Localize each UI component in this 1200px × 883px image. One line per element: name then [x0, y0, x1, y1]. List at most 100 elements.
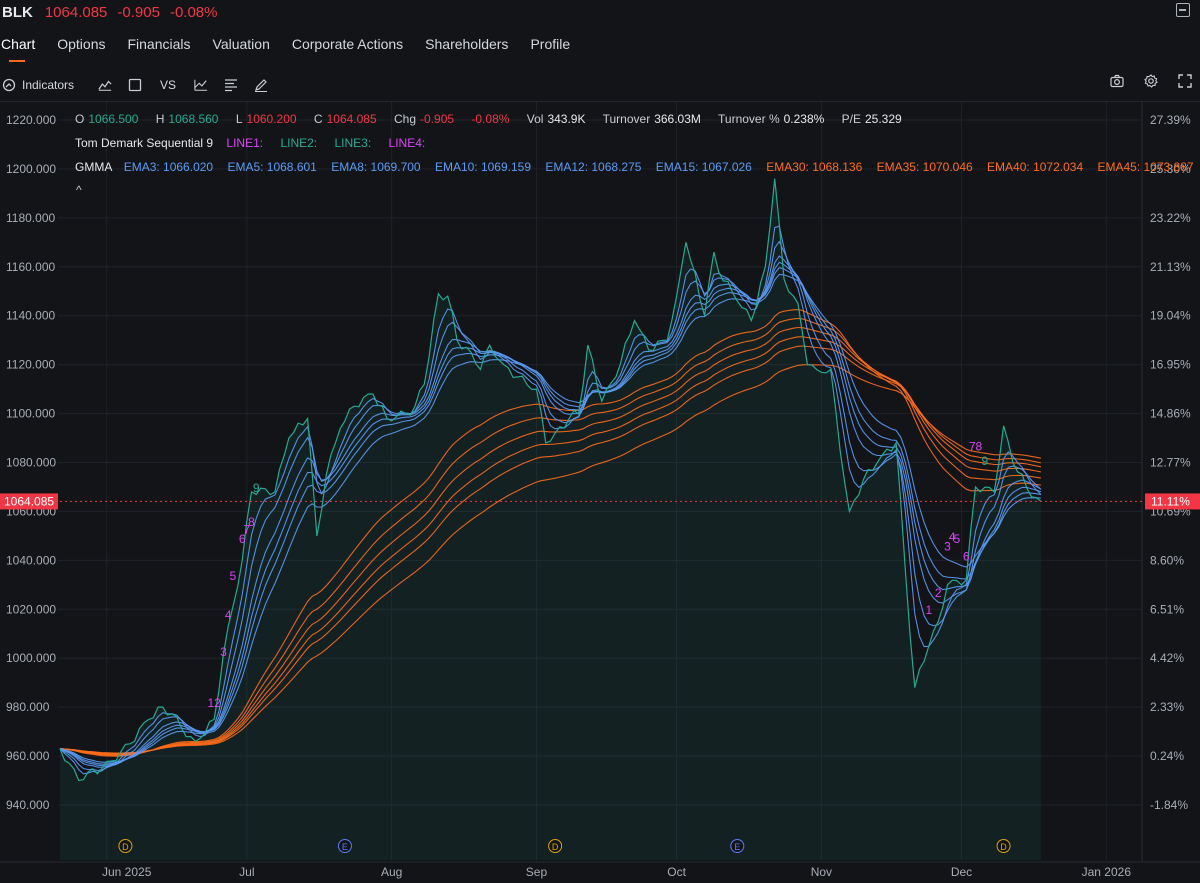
y-tick-left: 1040.000 [6, 553, 56, 567]
indicator-chart-icon [194, 79, 208, 91]
tab-chart[interactable]: Chart [1, 36, 35, 64]
td-line4: LINE4: [388, 136, 426, 150]
close-value: 1064.085 [326, 112, 377, 126]
y-tick-left: 1120.000 [6, 358, 55, 372]
y-tick-left: 1080.000 [6, 456, 56, 470]
y-tick-left: 940.000 [6, 798, 50, 812]
high-label: H [155, 112, 165, 126]
tab-valuation[interactable]: Valuation [212, 36, 270, 52]
vol-label: Vol [526, 112, 544, 126]
event-marker [548, 839, 563, 853]
pe-value: 25.329 [865, 112, 902, 126]
x-tick-label: Jan 2026 [1082, 865, 1132, 879]
indicators-button[interactable]: Indicators [2, 78, 74, 92]
y-tick-left: 1200.000 [6, 162, 56, 176]
td-legend-name: Tom Demark Sequential 9 [75, 136, 214, 150]
tab-corporate-actions[interactable]: Corporate Actions [291, 36, 404, 52]
toolbar-divider [0, 101, 1200, 102]
td-count-mark: 8 [248, 515, 255, 529]
x-tick-label: Jul [239, 865, 254, 879]
ema-long-line [59, 345, 1042, 755]
price-line [59, 178, 1042, 782]
indicators-icon [2, 78, 16, 92]
vs-label: VS [160, 78, 177, 92]
event-marker [996, 839, 1011, 853]
td-count-mark: 1 [925, 603, 932, 617]
ema-short-line [59, 255, 1042, 768]
ema-short-line [59, 273, 1041, 763]
x-tick-label: Nov [811, 865, 832, 879]
td-legend[interactable]: Tom Demark Sequential 9 LINE1: LINE2: LI… [75, 136, 429, 150]
list-icon [225, 79, 238, 92]
tab-profile[interactable]: Profile [530, 36, 571, 52]
ema-long-line [59, 364, 1042, 754]
ema35-value: EMA35: 1070.046 [876, 160, 973, 174]
collapse-legend-icon[interactable]: ^ [76, 183, 82, 197]
indicator-chart-button[interactable] [194, 78, 214, 92]
td-count-mark: 3 [944, 540, 951, 554]
vs-button[interactable]: VS [160, 78, 176, 92]
x-tick-label: Aug [381, 865, 402, 879]
quote-header: BLK 1064.085 -0.905 -0.08% [0, 0, 1200, 24]
td-count-mark: 9 [253, 481, 260, 495]
y-tick-left: 1220.000 [6, 113, 56, 127]
fullscreen-icon[interactable] [1178, 74, 1192, 88]
list-button[interactable] [224, 78, 244, 92]
open-value: 1066.500 [88, 112, 139, 126]
y-tick-left: 1100.000 [6, 407, 55, 421]
rectangle-icon [128, 78, 142, 92]
gmma-legend-name: GMMA [75, 160, 113, 174]
exit-icon[interactable] [1176, 3, 1190, 17]
y-tick-left: 980.000 [6, 700, 50, 714]
td-line1: LINE1: [226, 136, 264, 150]
price-change-pct: -0.08% [169, 3, 218, 21]
ema40-value: EMA40: 1072.034 [987, 160, 1084, 174]
y-tick-left: 960.000 [6, 749, 50, 763]
tab-options[interactable]: Options [57, 36, 106, 52]
last-price: 1064.085 [44, 3, 108, 21]
chart-toolbar: Indicators VS [0, 74, 1200, 96]
gmma-legend[interactable]: GMMA EMA3: 1066.020 EMA5: 1068.601 EMA8:… [75, 160, 1200, 174]
y-tick-right: 14.86% [1150, 407, 1191, 421]
rectangle-button[interactable] [128, 78, 148, 92]
current-price-label: 1064.085 [4, 494, 54, 508]
x-tick-label: Jun 2025 [102, 865, 152, 879]
price-change: -0.905 [117, 3, 160, 21]
gear-icon[interactable] [1144, 74, 1158, 88]
axes: 1220.000 27.39% 1200.000 25.30% 1180.000 23.2… [0, 102, 1200, 879]
vol-value: 343.9K [547, 112, 586, 126]
turnover-pct-label: Turnover % [718, 112, 780, 126]
ema8-value: EMA8: 1069.700 [331, 160, 421, 174]
chart-type-button[interactable] [98, 78, 118, 92]
y-tick-left: 1000.000 [6, 651, 56, 665]
draw-button[interactable] [254, 78, 274, 92]
chg-pct-value: -0.08% [471, 112, 510, 126]
y-tick-left: 1140.000 [6, 309, 55, 323]
y-tick-right: 19.04% [1150, 309, 1191, 323]
chart-right-tools [1090, 74, 1192, 88]
ema5-value: EMA5: 1068.601 [227, 160, 317, 174]
y-tick-right: 12.77% [1150, 456, 1191, 470]
tab-shareholders[interactable]: Shareholders [425, 36, 509, 52]
indicators-label: Indicators [22, 78, 75, 92]
td-count-mark: 4 [949, 530, 956, 544]
y-tick-left: 1020.000 [6, 602, 56, 616]
y-tick-right: -1.84% [1150, 798, 1188, 812]
tab-bar: Chart Options Financials Valuation Corpo… [0, 36, 592, 64]
event-marker-label: E [734, 842, 740, 852]
td-line2: LINE2: [280, 136, 318, 150]
camera-icon[interactable] [1110, 74, 1124, 88]
long-ema-group [59, 309, 1042, 757]
ema-short-line [59, 240, 1042, 772]
pe-label: P/E [841, 112, 861, 126]
x-tick-label: Sep [526, 865, 548, 879]
event-marker [730, 839, 745, 853]
y-tick-right: 16.95% [1150, 358, 1191, 372]
y-tick-right: 27.39% [1150, 113, 1191, 127]
y-tick-right: 4.42% [1150, 651, 1184, 665]
ema15-value: EMA15: 1067.026 [655, 160, 752, 174]
tab-financials[interactable]: Financials [127, 36, 191, 52]
td-count-mark: 12 [207, 696, 221, 710]
ema-long-line [59, 309, 1041, 757]
